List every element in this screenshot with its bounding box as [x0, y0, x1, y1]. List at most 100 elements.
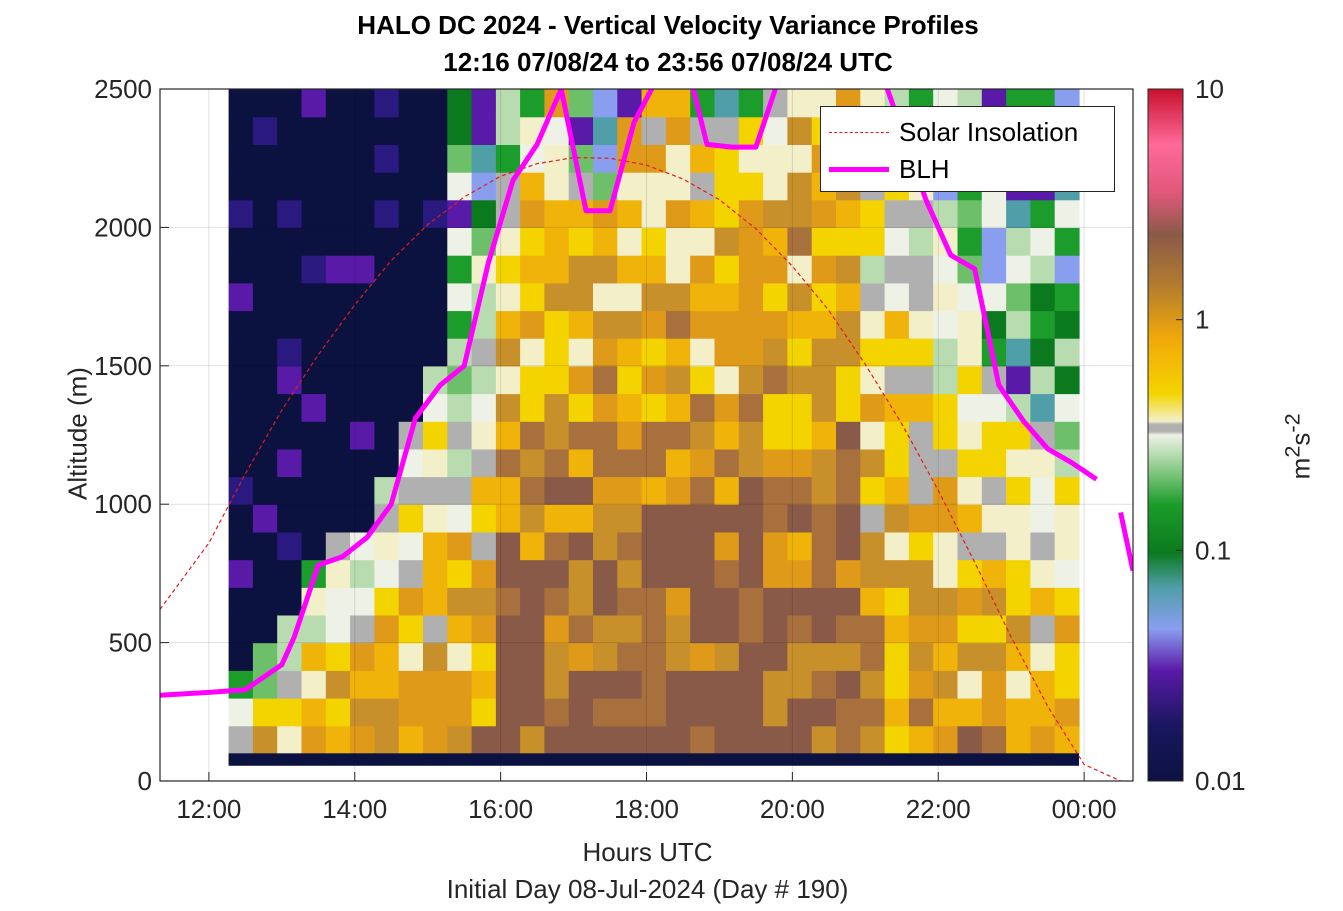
- heatmap-cell: [568, 421, 594, 450]
- heatmap-cell: [1006, 725, 1031, 754]
- heatmap-cell: [1054, 282, 1080, 312]
- heatmap-cell: [301, 725, 327, 754]
- heatmap-cell: [787, 614, 813, 644]
- heatmap-cell: [228, 393, 254, 422]
- heatmap-cell: [301, 227, 327, 256]
- heatmap-cell: [1054, 421, 1080, 450]
- heatmap-cell: [641, 338, 667, 367]
- heatmap-cell: [228, 504, 254, 533]
- heatmap-cell: [957, 421, 983, 450]
- heatmap-cell: [374, 227, 400, 256]
- heatmap-cell: [325, 116, 351, 145]
- x-tick-label: 18:00: [614, 794, 679, 824]
- heatmap-cell: [617, 531, 643, 561]
- heatmap-cell: [933, 365, 959, 395]
- heatmap-cell: [301, 199, 327, 228]
- heatmap-cell: [228, 365, 254, 395]
- heatmap-cell: [957, 338, 983, 367]
- heatmap-cell: [520, 614, 545, 644]
- heatmap-cell: [981, 725, 1007, 754]
- heatmap-cell: [325, 89, 351, 118]
- heatmap-cell: [811, 310, 837, 339]
- heatmap-cell: [471, 559, 497, 588]
- heatmap-cell: [1030, 365, 1056, 395]
- heatmap-cell: [714, 531, 740, 561]
- heatmap-cell: [350, 116, 375, 145]
- heatmap-cell: [447, 172, 473, 201]
- heatmap-cell: [301, 310, 327, 339]
- heatmap-cell: [933, 448, 959, 478]
- heatmap-cell: [495, 338, 521, 367]
- heatmap-cell: [325, 172, 351, 201]
- heatmap-cell: [374, 338, 400, 367]
- heatmap-cell: [325, 310, 351, 339]
- heatmap-cell: [884, 725, 910, 754]
- heatmap-cell: [665, 559, 691, 588]
- heatmap-cell: [568, 559, 594, 588]
- heatmap-cell: [398, 725, 424, 754]
- heatmap-cell: [811, 504, 837, 533]
- heatmap-cell: [1006, 255, 1031, 284]
- heatmap-cell: [374, 144, 400, 173]
- heatmap-cell: [228, 587, 254, 616]
- heatmap-cell: [665, 172, 691, 201]
- heatmap-cell: [665, 642, 691, 671]
- heatmap-cell: [981, 282, 1007, 312]
- heatmap-cell: [738, 531, 764, 561]
- heatmap-cell: [471, 89, 497, 118]
- heatmap-cell: [544, 559, 570, 588]
- heatmap-cell: [1006, 670, 1031, 699]
- heatmap-cell: [738, 227, 764, 256]
- heatmap-cell: [301, 531, 327, 561]
- heatmap-cell: [981, 504, 1007, 533]
- heatmap-cell: [957, 614, 983, 644]
- heatmap-cell: [325, 255, 351, 284]
- heatmap-cell: [447, 476, 473, 505]
- heatmap-cell: [617, 227, 643, 256]
- heatmap-cell: [665, 116, 691, 145]
- heatmap-cell: [350, 421, 375, 450]
- heatmap-cell: [714, 310, 740, 339]
- heatmap-cell: [617, 255, 643, 284]
- legend-line-solar: [829, 131, 889, 133]
- heatmap-cell: [325, 559, 351, 588]
- heatmap-cell: [860, 338, 886, 367]
- heatmap-cell: [277, 504, 303, 533]
- heatmap-cell: [301, 89, 327, 118]
- heatmap-cell: [714, 670, 740, 699]
- heatmap-cell: [593, 89, 618, 118]
- heatmap-cell: [277, 227, 303, 256]
- heatmap-cell: [593, 255, 618, 284]
- heatmap-cell: [981, 614, 1007, 644]
- heatmap-cell: [301, 698, 327, 727]
- heatmap-cell: [520, 282, 545, 312]
- heatmap-cell: [836, 504, 861, 533]
- heatmap-cell: [981, 531, 1007, 561]
- heatmap-cell: [1030, 642, 1056, 671]
- heatmap-cell: [1054, 476, 1080, 505]
- heatmap-cell: [884, 476, 910, 505]
- heatmap-cell: [884, 421, 910, 450]
- heatmap-cell: [957, 587, 983, 616]
- legend-label-blh: BLH: [899, 153, 950, 184]
- heatmap-cell: [738, 338, 764, 367]
- heatmap-cell: [641, 448, 667, 478]
- colorbar-label-base: m: [1285, 457, 1316, 480]
- heatmap-cell: [836, 310, 861, 339]
- heatmap-cell: [423, 172, 448, 201]
- heatmap-cell: [277, 670, 303, 699]
- heatmap-cell: [568, 448, 594, 478]
- heatmap-cell: [398, 587, 424, 616]
- heatmap-cell: [763, 338, 788, 367]
- heatmap-cell: [836, 282, 861, 312]
- heatmap-cell: [398, 310, 424, 339]
- heatmap-cell: [908, 614, 934, 644]
- heatmap-cell: [714, 504, 740, 533]
- heatmap-cell: [1006, 227, 1031, 256]
- heatmap-cell: [544, 476, 570, 505]
- heatmap-cell: [787, 116, 813, 145]
- x-axis-label: Hours UTC: [582, 837, 713, 867]
- heatmap-cell: [593, 698, 618, 727]
- heatmap-cell: [447, 670, 473, 699]
